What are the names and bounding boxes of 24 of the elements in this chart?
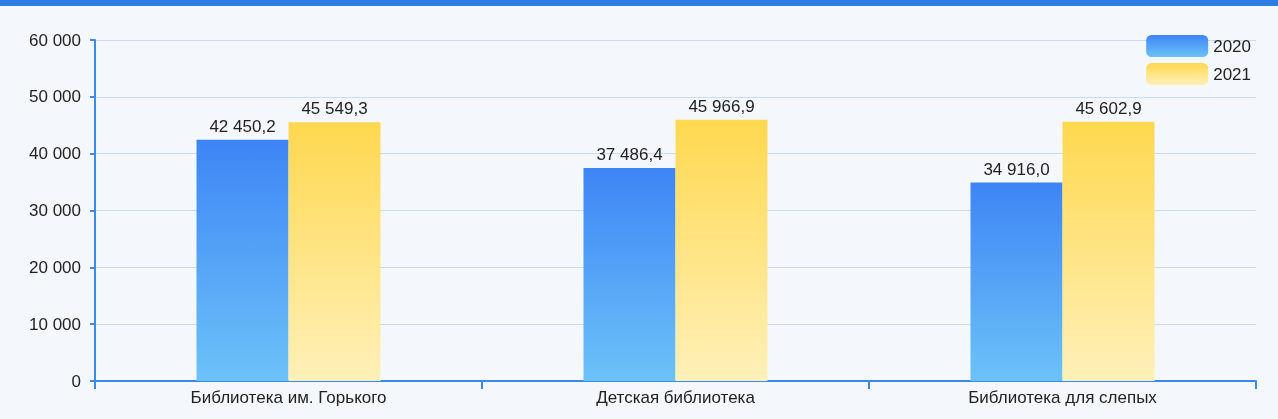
y-tick-label: 40 000 xyxy=(29,144,81,164)
x-tick-label: Библиотека им. Горького xyxy=(190,388,387,407)
legend-label: 2021 xyxy=(1213,64,1252,84)
bar xyxy=(196,139,289,381)
bar xyxy=(675,119,768,381)
y-tick-label: 0 xyxy=(71,371,81,391)
data-label: 45 549,3 xyxy=(301,99,368,119)
x-tick-label: Детская библиотека xyxy=(596,388,756,407)
bar xyxy=(970,182,1063,381)
data-label: 37 486,4 xyxy=(596,144,663,164)
y-tick-label: 50 000 xyxy=(29,87,81,107)
legend-label: 2020 xyxy=(1213,36,1252,56)
y-tick-label: 10 000 xyxy=(29,314,81,334)
bar xyxy=(288,122,381,381)
y-tick-label: 20 000 xyxy=(29,257,81,277)
y-tick-label: 60 000 xyxy=(29,30,81,50)
bar xyxy=(583,167,676,381)
data-label: 45 602,9 xyxy=(1075,98,1142,118)
data-label: 34 916,0 xyxy=(983,159,1050,179)
y-tick-label: 30 000 xyxy=(29,201,81,220)
x-tick-label: Библиотека для слепых xyxy=(968,388,1158,407)
data-label: 45 966,9 xyxy=(688,96,755,116)
bar xyxy=(1062,121,1155,381)
data-label: 42 450,2 xyxy=(209,116,276,136)
